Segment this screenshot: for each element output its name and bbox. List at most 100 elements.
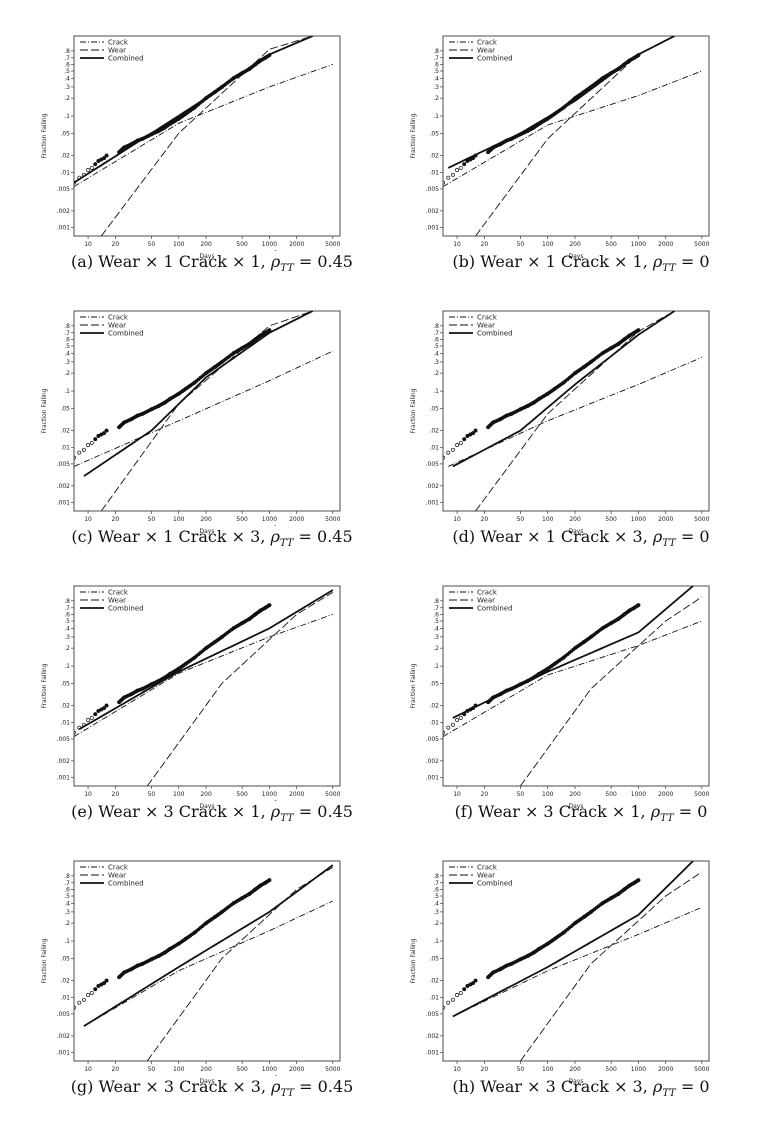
- y-tick-label: .02: [60, 428, 70, 435]
- plot-frame: [442, 860, 710, 1062]
- x-tick-label: 200: [200, 1066, 212, 1073]
- series-line-wear: [146, 866, 334, 1061]
- data-point: [219, 85, 223, 90]
- x-tick-label: 500: [605, 791, 617, 798]
- rho-hat-symbol: ρ: [270, 802, 281, 821]
- data-point-open: [81, 722, 86, 727]
- data-point: [202, 647, 206, 652]
- data-point-open: [77, 450, 82, 455]
- data-point: [517, 683, 521, 687]
- x-tick-label: 20: [481, 791, 489, 798]
- data-point: [473, 428, 478, 433]
- data-point-open: [81, 997, 86, 1002]
- x-tick-label: 500: [605, 241, 617, 248]
- y-tick-label: .2: [433, 370, 439, 377]
- legend-label-wear: Wear: [108, 322, 126, 330]
- legend-label-combined: Combined: [108, 55, 144, 63]
- y-tick-label: .6: [433, 336, 439, 343]
- y-tick-label: .7: [64, 55, 70, 62]
- data-point: [191, 381, 196, 386]
- y-tick-label: .1: [433, 663, 439, 670]
- x-tick-label: 5000: [325, 516, 340, 523]
- y-tick-label: .3: [64, 634, 70, 641]
- series-line-crack: [74, 613, 333, 738]
- data-point: [560, 381, 565, 386]
- data-point-open: [446, 725, 451, 730]
- x-tick-label: 100: [542, 791, 554, 798]
- data-point: [101, 431, 107, 436]
- data-point: [104, 703, 109, 708]
- data-point: [470, 981, 476, 986]
- x-tick-label: 500: [605, 1066, 617, 1073]
- y-tick-label: .02: [429, 153, 439, 160]
- data-point-open: [89, 440, 94, 445]
- series-line-crack: [448, 356, 702, 467]
- caption-value: = 0.45: [294, 1077, 354, 1096]
- data-point-open: [443, 1005, 445, 1010]
- rho-subscript: TT: [280, 813, 294, 825]
- x-tick-label: 2000: [289, 241, 304, 248]
- data-point-open: [81, 172, 86, 177]
- y-tick-label: .8: [64, 48, 70, 55]
- data-point-open: [86, 168, 90, 172]
- series-line-wear: [520, 596, 703, 786]
- series-line-crack: [83, 900, 334, 1027]
- panel-g: 10 20 50 100 200 500 1000 2000 5000 .001 .002 .005.…: [32, 853, 392, 1123]
- data-point: [544, 942, 549, 947]
- data-point: [175, 117, 180, 122]
- x-tick-label: 2000: [658, 1066, 673, 1073]
- x-tick-label: 200: [569, 241, 581, 248]
- x-tick-label: 1000: [631, 241, 646, 248]
- series-line-combined: [83, 311, 314, 477]
- y-tick-label: .005: [57, 461, 71, 468]
- legend-label-wear: Wear: [477, 872, 495, 880]
- caption-value: = 0.45: [293, 527, 353, 546]
- data-point: [635, 603, 640, 608]
- data-point: [148, 133, 152, 137]
- y-tick-label: .5: [433, 893, 439, 900]
- y-tick-label: .001: [426, 224, 440, 231]
- y-tick-label: .01: [429, 444, 439, 451]
- y-tick-label: .3: [433, 634, 439, 641]
- data-point: [473, 703, 478, 708]
- chart-h: 10 20 50 100 200 500 1000 2000 5000 .001 .002 .005.…: [410, 860, 710, 1085]
- data-point: [598, 352, 603, 357]
- x-tick-label: 10: [453, 241, 461, 248]
- data-point: [104, 978, 109, 983]
- caption-prefix: (d) Wear × 1 Crack × 3,: [452, 527, 653, 546]
- y-tick-label: .001: [57, 774, 71, 781]
- data-point: [93, 162, 98, 167]
- x-tick-label: 5000: [325, 791, 340, 798]
- caption-value: = 0: [675, 527, 710, 546]
- legend-label-crack: Crack: [477, 589, 498, 597]
- data-point: [202, 922, 206, 927]
- x-tick-label: 200: [569, 516, 581, 523]
- plot-frame: [442, 585, 710, 787]
- caption-value: = 0: [675, 1077, 710, 1096]
- y-tick-label: .8: [64, 598, 70, 605]
- series-line-crack: [452, 906, 702, 1017]
- data-point: [598, 77, 603, 82]
- panel-d: 10 20 50 100 200 500 1000 2000 5000 .001 .002 .005.…: [401, 303, 761, 573]
- data-point: [175, 667, 180, 672]
- x-axis-label: Days: [569, 803, 584, 810]
- caption-prefix: (e) Wear × 3 Crack × 1,: [71, 802, 271, 821]
- y-tick-label: .1: [64, 938, 70, 945]
- panel-caption: (e) Wear × 3 Crack × 1, ρTT = 0.45: [32, 802, 392, 824]
- legend-label-crack: Crack: [108, 39, 129, 47]
- y-tick-label: .1: [433, 938, 439, 945]
- x-tick-label: 2000: [658, 516, 673, 523]
- x-tick-label: 10: [84, 1066, 92, 1073]
- data-point: [191, 656, 196, 661]
- y-tick-label: .1: [433, 113, 439, 120]
- x-tick-label: 2000: [289, 516, 304, 523]
- legend-label-wear: Wear: [477, 47, 495, 55]
- x-tick-label: 5000: [325, 241, 340, 248]
- plot-frame: [73, 860, 341, 1062]
- data-point: [211, 916, 216, 920]
- y-tick-label: .7: [433, 330, 439, 337]
- y-tick-label: .01: [60, 994, 70, 1001]
